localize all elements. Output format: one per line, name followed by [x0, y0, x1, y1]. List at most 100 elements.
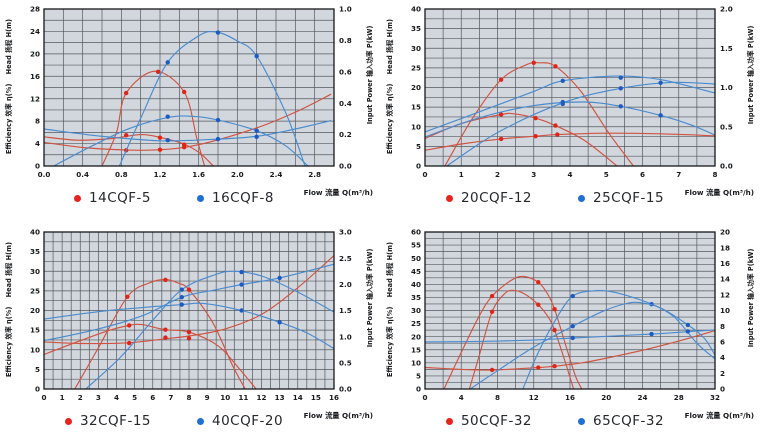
y-left-tick-label: 35	[411, 24, 421, 33]
20CQF-12-head-point	[533, 115, 538, 121]
25CQF-15-power-point	[618, 75, 623, 80]
65CQF-32-power-point	[649, 331, 654, 337]
50CQF-32-efficiency-point	[536, 302, 541, 307]
chart-container-20CQF-12 / 25CQF-15: 0 5 10 15 20 25 30 35 40 0.0 0.5 1.0 1.5 2.0 0 1 2 3 4 5 6 7 8…	[381, 0, 762, 223]
16CQF-8-power-point	[254, 134, 259, 140]
y-left-axis-title-head: Head 扬程 H(m)	[385, 242, 394, 297]
chart-canvas: 0 4 8 12 16 20 24 28 0.0 0.2 0.4 0.6 0.8 1.0 0.0 0.4 0.8…	[4, 5, 374, 179]
y-left-tick-label: 30	[411, 306, 421, 315]
legend-label: 20CQF-12	[460, 190, 532, 206]
x-tick-label: 24	[637, 393, 647, 402]
x-tick-label: 14	[293, 393, 303, 402]
y-left-tick-label: 25	[30, 286, 40, 295]
25CQF-15-head-point	[658, 113, 663, 118]
y-right-tick-label: 0.0	[339, 385, 352, 394]
y-right-axis-title-power: Input Power 输入功率 P(kW)	[365, 249, 374, 348]
y-right-tick-label: 0.5	[720, 122, 733, 131]
65CQF-32-power-curve	[424, 329, 716, 343]
y-left-tick-label: 16	[30, 72, 40, 81]
y-right-tick-label: 16	[720, 259, 730, 268]
y-left-tick-label: 40	[30, 228, 40, 237]
legend-dot-icon	[445, 194, 453, 202]
x-tick-label: 16	[329, 393, 339, 402]
16CQF-8-efficiency-point	[165, 60, 170, 65]
y-left-tick-label: 5	[416, 372, 421, 381]
40CQF-20-head-point	[239, 308, 244, 313]
y-right-tick-label: 0.4	[339, 99, 352, 108]
y-left-tick-label: 0	[416, 162, 421, 171]
50CQF-32-head-point	[552, 306, 557, 312]
y-right-tick-label: 1.0	[339, 5, 352, 14]
x-tick-label: 2	[495, 170, 500, 179]
y-left-tick-label: 8	[35, 117, 40, 126]
14CQF-5-power-point	[181, 145, 187, 150]
40CQF-20-power-curve	[43, 263, 335, 342]
50CQF-32-head-curve	[443, 275, 583, 390]
32CQF-15-efficiency-curve	[74, 278, 246, 390]
20CQF-12-efficiency-point	[531, 60, 536, 65]
y-left-tick-label: 15	[30, 326, 40, 335]
y-left-tick-label: 25	[411, 63, 421, 72]
y-left-tick-label: 10	[30, 345, 40, 354]
x-tick-label: 4	[459, 393, 464, 402]
32CQF-15-efficiency-point	[163, 277, 168, 283]
plot-border	[424, 231, 716, 390]
x-tick-label: 2.0	[231, 170, 244, 179]
y-left-axis-title-head: Head 扬程 H(m)	[4, 19, 13, 74]
x-axis-title-flow: Flow 流量 Q(m³/h)	[303, 188, 373, 197]
16CQF-8-efficiency-point	[215, 30, 221, 35]
y-left-tick-label: 4	[35, 139, 40, 148]
x-axis-title-flow: Flow 流量 Q(m³/h)	[684, 188, 754, 197]
x-tick-label: 0	[41, 393, 46, 402]
20CQF-12-head-point	[553, 123, 558, 128]
y-left-axis-title-efficiency: Efficiency 效率 η(%)	[385, 84, 394, 155]
y-right-tick-label: 0	[720, 385, 725, 394]
chart-container-14CQF-5 / 16CQF-8: 0 4 8 12 16 20 24 28 0.0 0.2 0.4 0.6 0.8 1.0 0.0 0.4 0.8…	[0, 0, 381, 223]
14CQF-5-efficiency-point	[123, 90, 129, 96]
50CQF-32-head-point	[536, 280, 541, 285]
20CQF-12-efficiency-point	[553, 64, 558, 69]
y-left-tick-label: 0	[416, 385, 421, 394]
25CQF-15-efficiency-point	[618, 86, 623, 91]
16CQF-8-power-point	[165, 138, 170, 143]
16CQF-8-power-point	[215, 136, 221, 142]
y-left-tick-label: 20	[411, 83, 421, 92]
50CQF-32-power-point	[536, 365, 541, 370]
50CQF-32-head-point	[489, 293, 495, 299]
14CQF-5-head-point	[157, 135, 163, 140]
40CQF-20-head-curve	[43, 302, 335, 350]
y-right-tick-label: 12	[720, 290, 730, 299]
x-tick-label: 0.4	[76, 170, 89, 179]
32CQF-15-head-curve	[43, 323, 257, 390]
32CQF-15-efficiency-point	[186, 287, 192, 292]
chart-canvas: 0 5 10 15 20 25 30 35 40 0.0 0.5 1.0 1.5 2.0 0 1 2 3 4 5 6 7 8…	[385, 5, 755, 179]
y-left-axis-title-efficiency: Efficiency 效率 η(%)	[385, 307, 394, 378]
25CQF-15-efficiency-point	[560, 99, 565, 105]
y-right-tick-label: 2	[720, 369, 725, 378]
x-tick-label: 16	[565, 393, 575, 402]
x-tick-label: 1.2	[154, 170, 167, 179]
y-right-tick-label: 0.5	[339, 358, 352, 367]
legend-label: 16CQF-8	[212, 190, 274, 206]
legend-label: 32CQF-15	[79, 413, 151, 429]
65CQF-32-power-point	[570, 335, 575, 341]
x-tick-label: 11	[238, 393, 248, 402]
65CQF-32-efficiency-curve	[469, 301, 716, 390]
16CQF-8-efficiency-point	[254, 53, 259, 59]
y-left-axis-title-head: Head 扬程 H(m)	[4, 242, 13, 297]
x-tick-label: 1	[60, 393, 65, 402]
40CQF-20-head-point	[277, 320, 282, 325]
50CQF-32-efficiency-point	[552, 327, 557, 333]
32CQF-15-power-point	[163, 335, 168, 340]
y-right-tick-label: 20	[720, 228, 730, 237]
y-left-tick-label: 25	[411, 319, 421, 328]
y-right-tick-label: 0.6	[339, 67, 352, 76]
y-right-tick-label: 10	[720, 306, 730, 315]
y-right-tick-label: 1.5	[339, 306, 352, 315]
plot-border	[43, 8, 335, 167]
x-tick-label: 5	[132, 393, 137, 402]
legend-label: 50CQF-32	[460, 413, 532, 429]
legend-label: 25CQF-15	[593, 190, 665, 206]
40CQF-20-power-point	[179, 294, 184, 300]
14CQF-5-power-curve	[43, 93, 332, 151]
